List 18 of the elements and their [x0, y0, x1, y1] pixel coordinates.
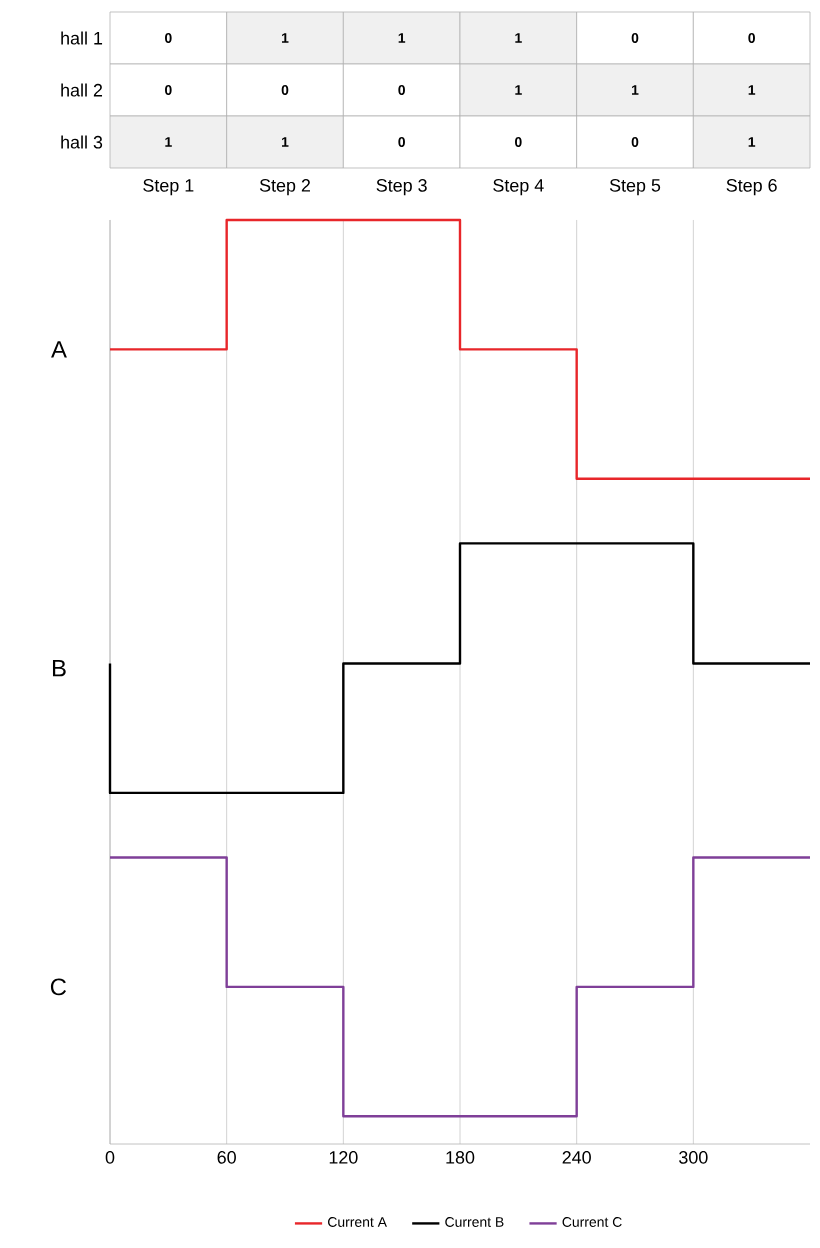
x-tick-label: Step 6 — [726, 179, 777, 196]
y-tick-label: hall 1 — [61, 31, 103, 45]
x-tick-label: 60 — [217, 1151, 236, 1164]
x-tick-label: Step 3 — [376, 179, 427, 196]
x-tick-label: 300 — [679, 1151, 708, 1164]
text: C — [50, 978, 67, 996]
x-tick-label: 120 — [329, 1151, 358, 1164]
x-tick-label: Step 2 — [259, 179, 310, 196]
x-tick-label: 180 — [446, 1151, 475, 1164]
x-tick-label: Step 4 — [493, 179, 544, 196]
x-tick-label: 240 — [562, 1151, 591, 1164]
y-tick-label: hall 2 — [61, 83, 103, 97]
x-tick-label: Step 5 — [609, 179, 661, 196]
text: B — [52, 659, 66, 677]
x-tick-label: Step 1 — [143, 179, 194, 196]
x-tick-label: 0 — [105, 1151, 115, 1164]
y-tick-label: hall 3 — [61, 135, 103, 149]
text: A — [51, 341, 67, 358]
